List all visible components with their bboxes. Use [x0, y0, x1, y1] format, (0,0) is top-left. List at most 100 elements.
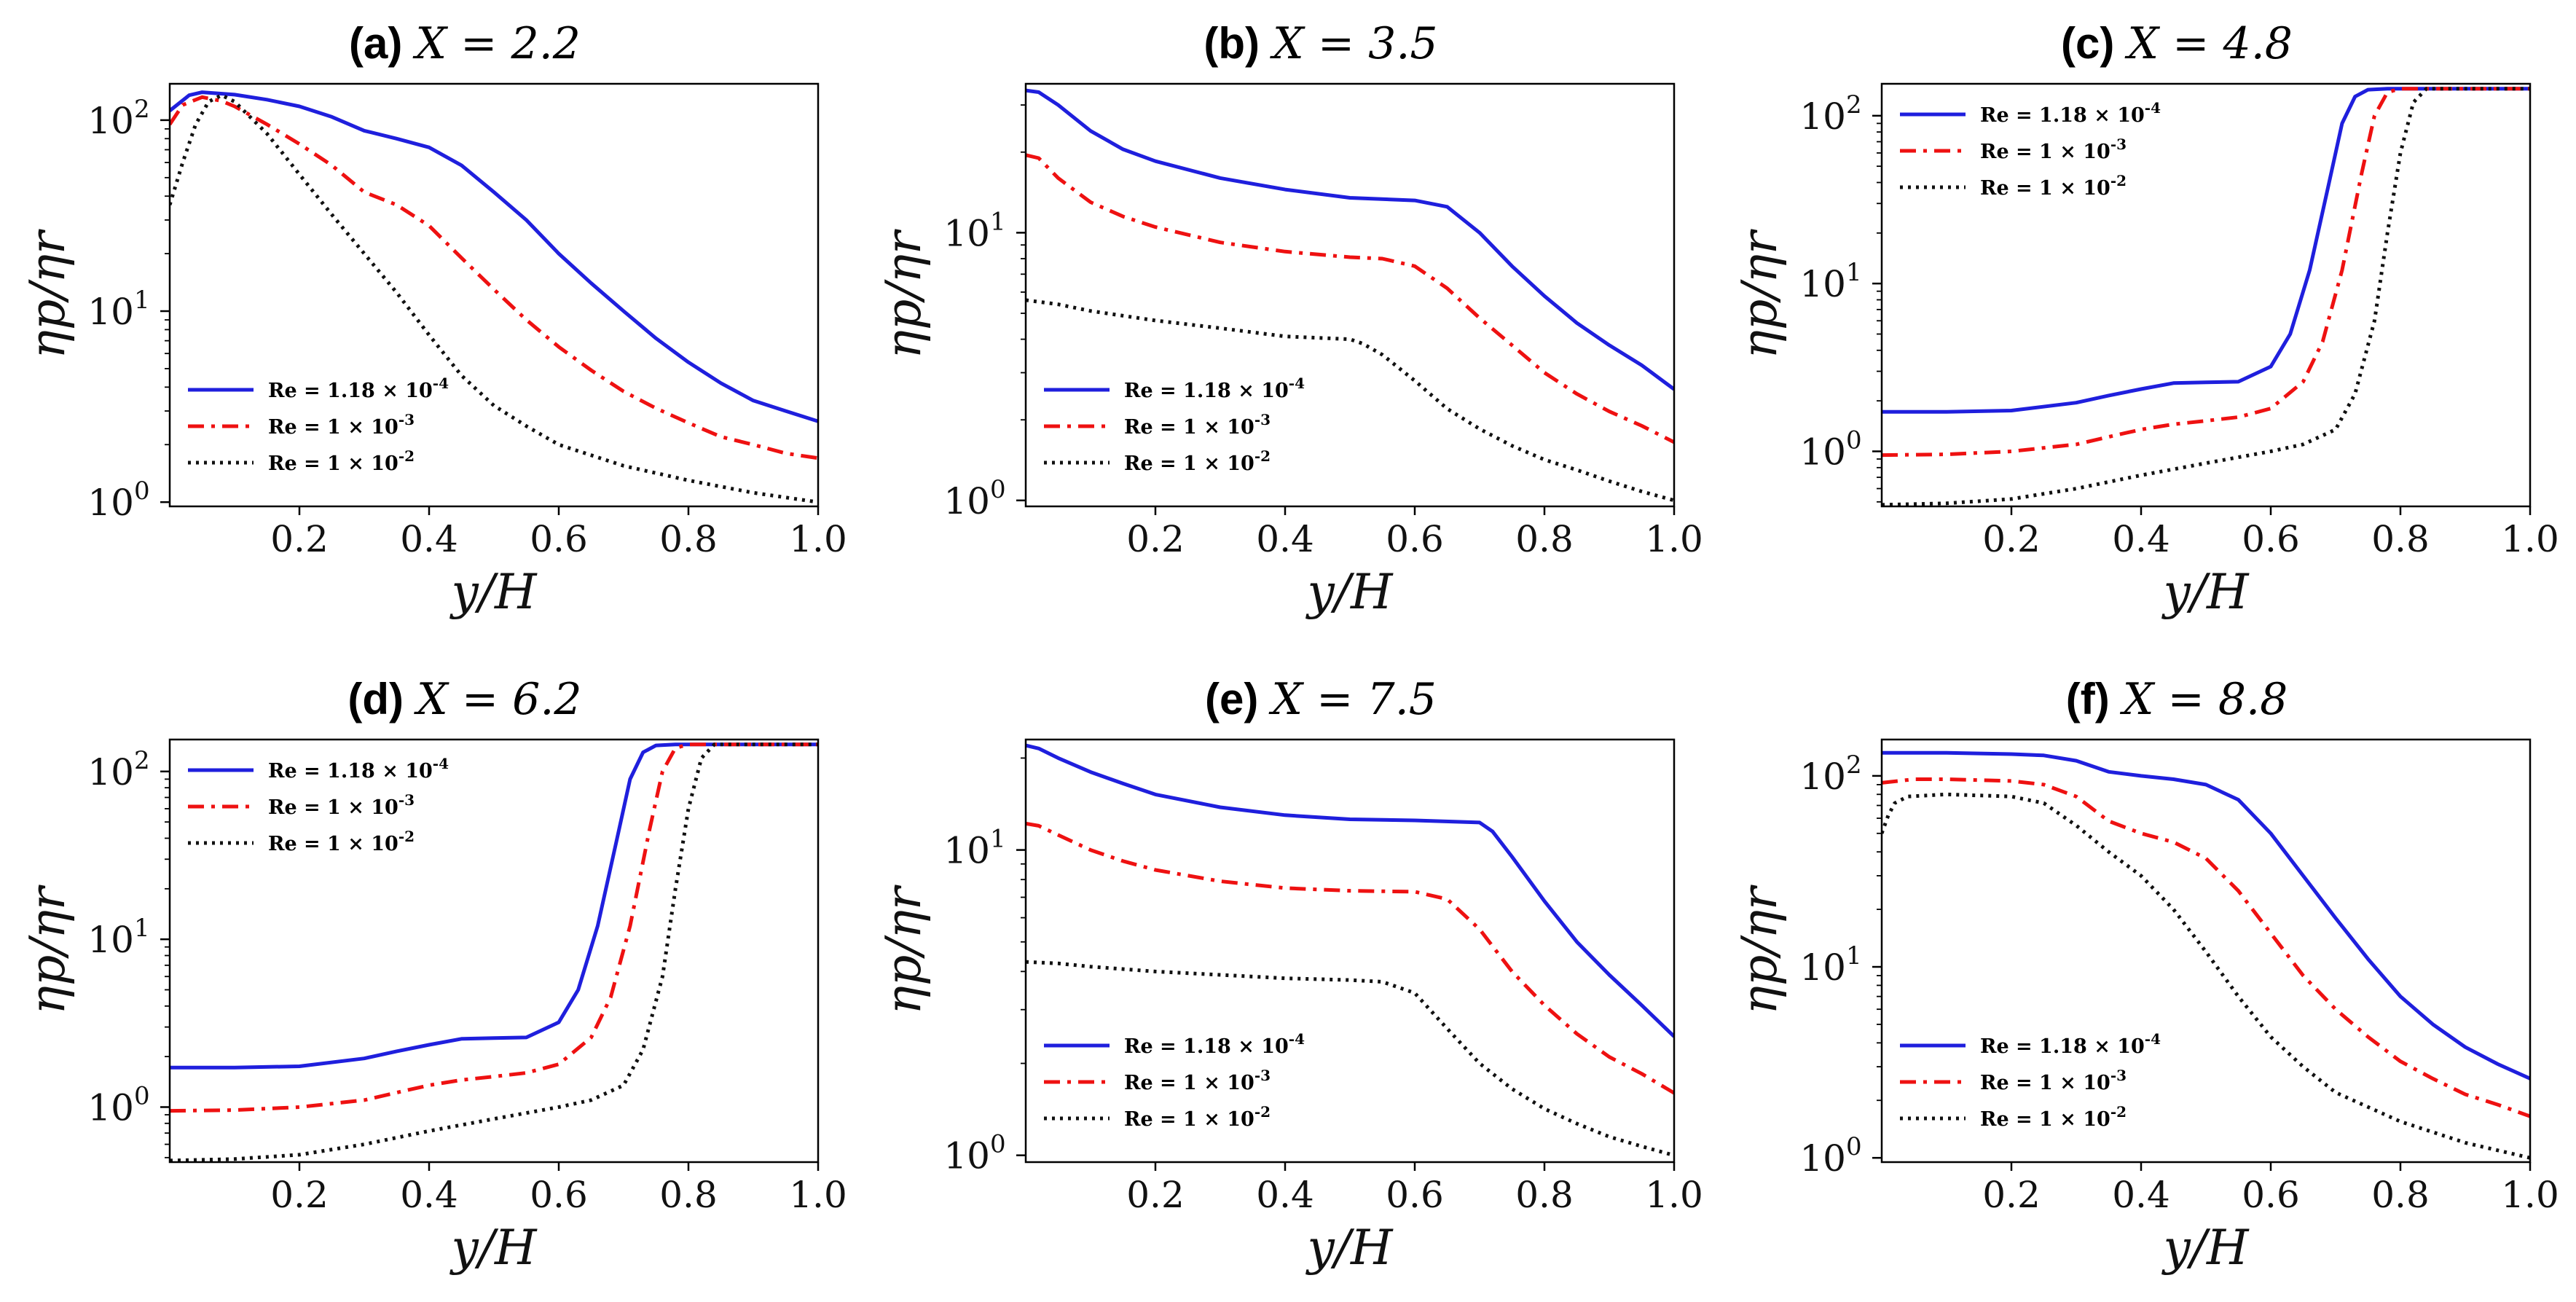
legend-label: Re = 1 × 10-3: [1980, 1067, 2127, 1094]
panel-condition: X = 3.5: [1270, 18, 1438, 69]
x-tick-label: 0.2: [1126, 518, 1185, 560]
legend-label: Re = 1.18 × 10-4: [1124, 374, 1305, 402]
x-tick-label: 0.2: [270, 1174, 329, 1216]
x-tick-label: 0.4: [2112, 1174, 2170, 1216]
x-tick-label: 0.8: [2371, 518, 2430, 560]
series-line-3: [1026, 298, 1674, 503]
panel-letter: (e): [1205, 675, 1258, 723]
y-tick-label: 101: [87, 286, 149, 333]
series-line-1: [1026, 743, 1674, 1038]
legend-label: Re = 1.18 × 10-4: [1124, 1030, 1305, 1058]
x-tick-label: 0.6: [2242, 518, 2300, 560]
legend-label: Re = 1 × 10-2: [1980, 1103, 2127, 1131]
y-tick-label: 101: [943, 207, 1005, 254]
legend-label: Re = 1 × 10-3: [1124, 411, 1271, 439]
panel-letter: (c): [2061, 19, 2114, 68]
series-line-2: [1882, 87, 2530, 458]
panel-b: (b) X = 3.5 0.2 0.4 0.6 0.8 1.0 100 101 y/H ηp/ηr R…: [876, 18, 1703, 620]
series-line-3: [1882, 87, 2530, 506]
x-tick-label: 0.6: [1386, 518, 1444, 560]
x-tick-label: 1.0: [2501, 1174, 2559, 1216]
series-group: [170, 742, 818, 1162]
panel-title: (d) X = 6.2: [347, 674, 581, 725]
y-axis-label: ηp/ηr: [1732, 885, 1788, 1015]
legend: Re = 1.18 × 10-4 Re = 1 × 10-3 Re = 1 × 10…: [188, 374, 449, 475]
x-tick-label: 0.6: [530, 1174, 588, 1216]
x-tick-label: 0.4: [1256, 518, 1314, 560]
series-group: [1026, 743, 1674, 1158]
plot-frame: [1024, 738, 1676, 1164]
panel-condition: X = 2.2: [412, 18, 581, 69]
series-line-2: [1882, 777, 2530, 1118]
legend: Re = 1.18 × 10-4 Re = 1 × 10-3 Re = 1 × 10…: [1900, 99, 2161, 200]
x-axis-label: y/H: [1305, 1220, 1394, 1276]
panel-title: (f) X = 8.8: [2066, 674, 2288, 725]
legend-label: Re = 1.18 × 10-4: [268, 374, 449, 402]
x-tick-label: 0.8: [659, 1174, 718, 1216]
series-group: [1882, 87, 2530, 506]
x-tick-label: 1.0: [789, 1174, 847, 1216]
legend-label: Re = 1 × 10-2: [1980, 172, 2127, 200]
legend-label: Re = 1 × 10-3: [1124, 1067, 1271, 1094]
plot-frame: [1880, 82, 2532, 508]
panel-letter: (f): [2066, 675, 2110, 723]
y-tick-label: 100: [87, 1081, 149, 1129]
series-line-1: [1026, 88, 1674, 391]
y-tick-label: 100: [1799, 425, 1861, 473]
x-tick-label: 0.4: [400, 1174, 458, 1216]
y-tick-label: 102: [1799, 750, 1861, 798]
panel-condition: X = 8.8: [2120, 674, 2288, 725]
x-tick-label: 0.4: [400, 518, 458, 560]
panel-condition: X = 7.5: [1268, 674, 1437, 725]
x-tick-label: 0.8: [1515, 518, 1574, 560]
y-axis-label: ηp/ηr: [20, 885, 76, 1015]
y-tick-label: 100: [1799, 1132, 1861, 1180]
series-line-1: [170, 90, 818, 423]
legend-label: Re = 1 × 10-3: [268, 791, 415, 819]
y-axis-label: ηp/ηr: [876, 885, 932, 1015]
series-line-2: [1026, 821, 1674, 1095]
x-tick-label: 0.6: [1386, 1174, 1444, 1216]
legend: Re = 1.18 × 10-4 Re = 1 × 10-3 Re = 1 × 10…: [1044, 374, 1305, 475]
panel-condition: X = 6.2: [414, 674, 582, 725]
series-line-2: [170, 742, 818, 1113]
plot-frame: [1880, 738, 2532, 1164]
legend-label: Re = 1.18 × 10-4: [1980, 99, 2161, 127]
series-line-3: [170, 93, 818, 504]
panel-title: (e) X = 7.5: [1205, 674, 1437, 725]
legend-label: Re = 1.18 × 10-4: [1980, 1030, 2161, 1058]
legend-label: Re = 1 × 10-2: [1124, 1103, 1271, 1131]
x-tick-label: 0.2: [1982, 518, 2041, 560]
series-line-3: [1882, 792, 2530, 1160]
plot-frame: [1024, 82, 1676, 508]
x-axis-label: y/H: [1305, 564, 1394, 620]
x-tick-label: 0.2: [1982, 1174, 2041, 1216]
panel-e: (e) X = 7.5 0.2 0.4 0.6 0.8 1.0 100 101 y/H ηp/ηr R…: [876, 674, 1703, 1276]
x-tick-label: 0.4: [2112, 518, 2170, 560]
panel-c: (c) X = 4.8 0.2 0.4 0.6 0.8 1.0 100 101 102 y/H ηp/…: [1732, 18, 2559, 620]
panel-letter: (a): [349, 19, 402, 68]
y-tick-label: 101: [87, 914, 149, 961]
panel-a: (a) X = 2.2 0.2 0.4 0.6 0.8 1.0 100 101 102 y/H ηp/…: [20, 18, 847, 620]
panel-letter: (b): [1203, 19, 1260, 68]
x-tick-label: 0.2: [270, 518, 329, 560]
legend: Re = 1.18 × 10-4 Re = 1 × 10-3 Re = 1 × 10…: [1044, 1030, 1305, 1131]
legend-label: Re = 1 × 10-2: [268, 828, 415, 855]
panel-letter: (d): [347, 675, 404, 723]
series-group: [1026, 88, 1674, 503]
panel-title: (a) X = 2.2: [349, 18, 581, 69]
legend-label: Re = 1.18 × 10-4: [268, 755, 449, 783]
x-tick-label: 0.6: [530, 518, 588, 560]
panel-title: (c) X = 4.8: [2061, 18, 2293, 69]
x-tick-label: 1.0: [1645, 1174, 1703, 1216]
y-axis-label: ηp/ηr: [20, 229, 76, 359]
x-tick-label: 0.4: [1256, 1174, 1314, 1216]
panel-d: (d) X = 6.2 0.2 0.4 0.6 0.8 1.0 100 101 102 y/H ηp/…: [20, 674, 847, 1276]
legend-label: Re = 1 × 10-2: [1124, 447, 1271, 475]
x-tick-label: 0.8: [2371, 1174, 2430, 1216]
y-tick-label: 102: [1799, 90, 1861, 138]
legend: Re = 1.18 × 10-4 Re = 1 × 10-3 Re = 1 × 10…: [1900, 1030, 2161, 1131]
legend-label: Re = 1 × 10-2: [268, 447, 415, 475]
x-tick-label: 1.0: [1645, 518, 1703, 560]
